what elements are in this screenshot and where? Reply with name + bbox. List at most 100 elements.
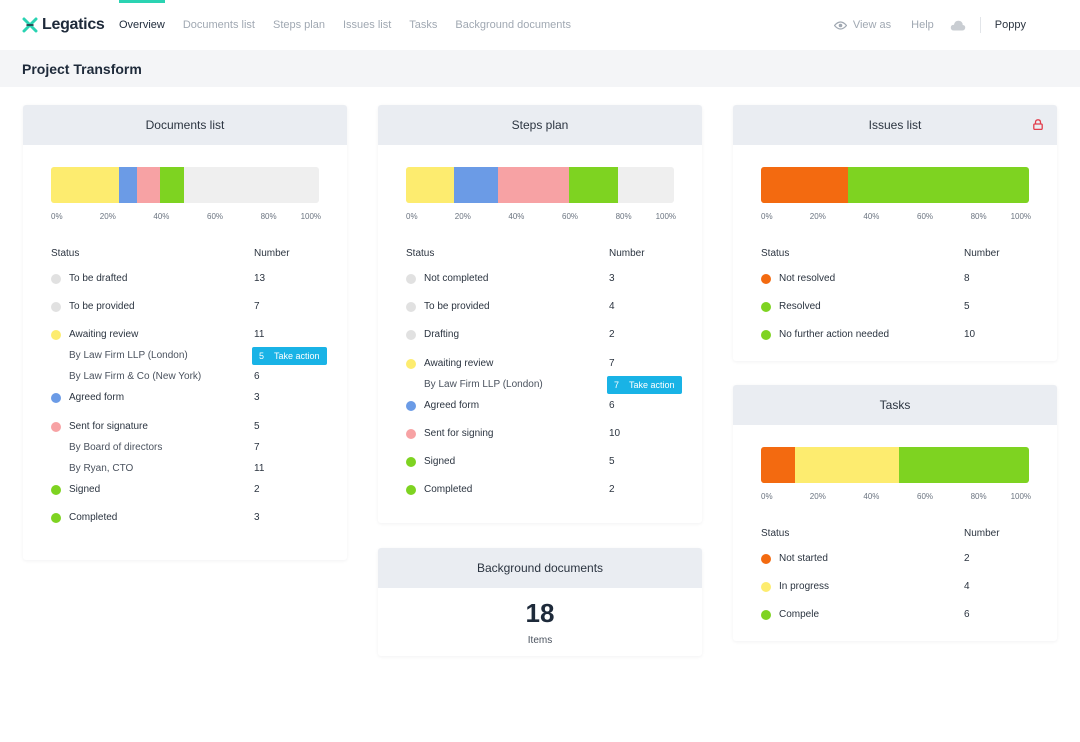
status-dot-green	[406, 485, 416, 496]
cloud-button[interactable]	[950, 20, 966, 31]
nav-divider	[979, 17, 981, 33]
documents-list-card-title[interactable]: Documents list	[23, 105, 347, 145]
background-documents-card-title[interactable]: Background documents	[378, 548, 702, 588]
status-row[interactable]: Not resolved 8	[761, 272, 1029, 286]
user-menu[interactable]: Poppy	[994, 19, 1026, 31]
tasks-card-title[interactable]: Tasks	[733, 385, 1057, 425]
tasks-axis: 0% 20% 40% 60% 80% 100%	[761, 492, 1032, 504]
status-count: 3	[254, 392, 260, 404]
axis-tick: 100%	[1010, 492, 1032, 501]
number-column-header: Number	[964, 248, 1000, 259]
status-label: Signed	[424, 456, 456, 467]
status-row[interactable]: Completed 2	[406, 483, 674, 497]
tasks-bar-segment-yellow	[794, 447, 900, 483]
status-row[interactable]: Completed 3	[51, 511, 319, 525]
status-label: Awaiting review	[69, 329, 139, 341]
status-count: 10	[609, 427, 621, 439]
status-row[interactable]: No further action needed 10	[761, 328, 1029, 342]
status-row[interactable]: Awaiting review 11	[51, 328, 319, 342]
status-row[interactable]: Not started 2	[761, 552, 1029, 566]
status-dot-green	[406, 457, 416, 467]
axis-tick: 20%	[809, 212, 826, 221]
status-row[interactable]: Agreed form 3	[51, 391, 319, 405]
status-subrow[interactable]: By Law Firm LLP (London) 5 Take action	[51, 347, 327, 366]
status-row[interactable]: Awaiting review 7	[406, 357, 674, 371]
status-subrow[interactable]: By Law Firm LLP (London) 7 Take action	[406, 375, 682, 394]
status-column-header: Status	[761, 248, 790, 259]
axis-tick: 40%	[863, 212, 880, 221]
brand-logo[interactable]: Legatics	[22, 14, 105, 36]
issues-list-title-text: Issues list	[868, 118, 922, 132]
axis-tick: 100%	[300, 212, 322, 221]
lock-icon[interactable]	[1033, 119, 1043, 130]
status-label: No further action needed	[779, 329, 890, 341]
eye-icon	[833, 20, 847, 30]
steps-table-header: Status Number	[406, 248, 674, 259]
status-label: Agreed form	[69, 392, 125, 404]
status-count: 5	[609, 456, 615, 467]
take-action-button[interactable]: 7 Take action	[607, 375, 682, 394]
issues-list-card-title[interactable]: Issues list	[733, 105, 1057, 145]
axis-tick: 0%	[761, 492, 773, 501]
status-row[interactable]: In progress 4	[761, 580, 1029, 594]
status-dot-gray	[406, 274, 416, 284]
documents-list-card: Documents list 0% 20% 40% 60% 80% 100% Status…	[23, 105, 347, 560]
status-row[interactable]: Sent for signature 5	[51, 420, 319, 434]
status-dot-green	[761, 330, 771, 341]
status-subrow[interactable]: By Ryan, CTO 11	[51, 462, 319, 476]
take-action-button[interactable]: 5 Take action	[252, 347, 327, 366]
axis-tick: 80%	[260, 212, 277, 221]
status-row[interactable]: Not completed 3	[406, 272, 674, 286]
documents-bar-segment-green	[159, 167, 184, 203]
status-subrow[interactable]: By Law Firm & Co (New York) 6	[51, 370, 319, 384]
status-dot-yellow	[406, 358, 416, 369]
status-label: By Law Firm LLP (London)	[69, 350, 188, 362]
status-dot-orange	[761, 274, 771, 284]
status-label: Compele	[779, 609, 820, 621]
status-dot-orange	[761, 554, 771, 564]
tab-overview[interactable]: Overview	[110, 0, 174, 50]
status-label: Resolved	[779, 301, 821, 313]
status-dot-gray	[51, 302, 61, 313]
status-row[interactable]: To be provided 7	[51, 300, 319, 314]
status-label: Completed	[69, 511, 118, 523]
status-row[interactable]: Signed 5	[406, 455, 674, 469]
status-row[interactable]: Compele 6	[761, 608, 1029, 622]
status-label: Agreed form	[424, 399, 480, 411]
take-action-count: 7	[614, 379, 620, 390]
status-row[interactable]: To be provided 4	[406, 300, 674, 314]
nav-right: View as Help Poppy	[833, 0, 1080, 50]
axis-tick: 20%	[454, 212, 471, 221]
tab-issues-list[interactable]: Issues list	[342, 19, 392, 31]
steps-bar-segment-green	[569, 167, 618, 203]
status-count: 6	[964, 609, 970, 621]
project-title: Project Transform	[22, 61, 142, 77]
axis-tick: 100%	[655, 212, 677, 221]
main-tabs: Overview Documents list Steps plan Issue…	[110, 0, 580, 50]
help-link[interactable]: Help	[911, 19, 934, 31]
status-subrow[interactable]: By Board of directors 7	[51, 441, 319, 455]
documents-axis: 0% 20% 40% 60% 80% 100%	[51, 212, 322, 224]
status-row[interactable]: Agreed form 6	[406, 399, 674, 413]
status-row[interactable]: Sent for signing 10	[406, 427, 674, 441]
status-row[interactable]: Resolved 5	[761, 300, 1029, 314]
status-dot-pink	[406, 428, 416, 439]
tab-documents-list[interactable]: Documents list	[182, 19, 255, 31]
steps-axis: 0% 20% 40% 60% 80% 100%	[406, 212, 677, 224]
status-count: 6	[254, 371, 260, 383]
tab-background-documents[interactable]: Background documents	[455, 19, 571, 31]
issues-bar-segment-orange	[761, 167, 849, 203]
tab-tasks[interactable]: Tasks	[409, 19, 438, 31]
project-header: Project Transform	[0, 50, 1080, 87]
view-as-button[interactable]: View as	[833, 19, 891, 31]
steps-plan-card-title[interactable]: Steps plan	[378, 105, 702, 145]
axis-tick: 20%	[99, 212, 116, 221]
status-count: 10	[964, 329, 976, 341]
issues-table-header: Status Number	[761, 248, 1029, 259]
tab-steps-plan[interactable]: Steps plan	[272, 19, 325, 31]
status-row[interactable]: To be drafted 13	[51, 272, 319, 286]
status-label: By Ryan, CTO	[69, 462, 134, 474]
status-row[interactable]: Signed 2	[51, 483, 319, 497]
status-row[interactable]: Drafting 2	[406, 328, 674, 342]
take-action-label: Take action	[629, 379, 675, 390]
